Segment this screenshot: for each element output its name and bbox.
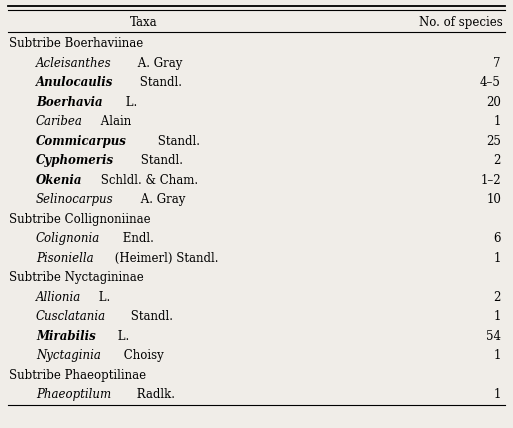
Text: Acleisanthes: Acleisanthes	[36, 57, 112, 70]
Text: No. of species: No. of species	[419, 15, 503, 29]
Text: Nyctaginia: Nyctaginia	[36, 349, 101, 362]
Text: 1: 1	[494, 252, 501, 265]
Text: Standl.: Standl.	[154, 135, 200, 148]
Text: L.: L.	[95, 291, 110, 304]
Text: Subtribe Phaeoptilinae: Subtribe Phaeoptilinae	[9, 369, 146, 382]
Text: Subtribe Nyctagininae: Subtribe Nyctagininae	[9, 271, 144, 284]
Text: A. Gray: A. Gray	[136, 193, 185, 206]
Text: 4–5: 4–5	[480, 76, 501, 89]
Text: Commicarpus: Commicarpus	[36, 135, 127, 148]
Text: Pisoniella: Pisoniella	[36, 252, 94, 265]
Text: 1: 1	[494, 349, 501, 362]
Text: Boerhavia: Boerhavia	[36, 96, 103, 109]
Text: Subtribe Boerhaviinae: Subtribe Boerhaviinae	[9, 37, 143, 50]
Text: 6: 6	[494, 232, 501, 245]
Text: Mirabilis: Mirabilis	[36, 330, 96, 343]
Text: Caribea: Caribea	[36, 115, 83, 128]
Text: Okenia: Okenia	[36, 174, 83, 187]
Text: 1: 1	[494, 388, 501, 401]
Text: Cyphomeris: Cyphomeris	[36, 154, 114, 167]
Text: L.: L.	[113, 330, 129, 343]
Text: Taxa: Taxa	[130, 15, 157, 29]
Text: Alain: Alain	[97, 115, 131, 128]
Text: Schldl. & Cham.: Schldl. & Cham.	[96, 174, 198, 187]
Text: 1–2: 1–2	[480, 174, 501, 187]
Text: 7: 7	[494, 57, 501, 70]
Text: Cusclatania: Cusclatania	[36, 310, 106, 323]
Text: 2: 2	[494, 291, 501, 304]
Text: Radlk.: Radlk.	[133, 388, 175, 401]
Text: 20: 20	[486, 96, 501, 109]
Text: 1: 1	[494, 310, 501, 323]
Text: Subtribe Collignoniinae: Subtribe Collignoniinae	[9, 213, 151, 226]
Text: 25: 25	[486, 135, 501, 148]
Text: 2: 2	[494, 154, 501, 167]
Text: Standl.: Standl.	[137, 154, 183, 167]
Text: Allionia: Allionia	[36, 291, 81, 304]
Text: Selinocarpus: Selinocarpus	[36, 193, 113, 206]
Text: Colignonia: Colignonia	[36, 232, 100, 245]
Text: Anulocaulis: Anulocaulis	[36, 76, 113, 89]
Text: Choisy: Choisy	[120, 349, 164, 362]
Text: Phaeoptilum: Phaeoptilum	[36, 388, 111, 401]
Text: (Heimerl) Standl.: (Heimerl) Standl.	[111, 252, 219, 265]
Text: Standl.: Standl.	[136, 76, 182, 89]
Text: A. Gray: A. Gray	[134, 57, 183, 70]
Text: 10: 10	[486, 193, 501, 206]
Text: L.: L.	[123, 96, 137, 109]
Text: Standl.: Standl.	[127, 310, 173, 323]
Text: Endl.: Endl.	[120, 232, 154, 245]
Text: 54: 54	[486, 330, 501, 343]
Text: 1: 1	[494, 115, 501, 128]
